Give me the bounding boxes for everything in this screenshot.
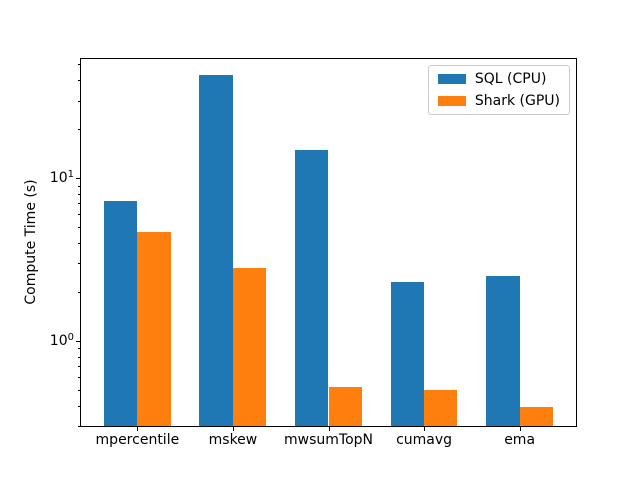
- x-tick-mskew: [232, 426, 234, 431]
- bar-sql-cpu-ema: [486, 276, 520, 426]
- y-tick-major-10e0: [76, 340, 81, 342]
- legend-item-shark-gpu: Shark (GPU): [437, 93, 560, 109]
- y-minor-tick: [78, 64, 81, 66]
- x-tick-cumavg: [424, 426, 426, 431]
- y-minor-tick: [78, 389, 81, 391]
- legend-label-sql-cpu: SQL (CPU): [474, 71, 547, 87]
- bar-shark-gpu-mskew: [232, 268, 267, 426]
- bar-sql-cpu-mwsumtopn: [295, 149, 329, 426]
- x-tick-label-ema: ema: [504, 432, 536, 448]
- legend-swatch-sql-cpu: [437, 74, 466, 84]
- bar-shark-gpu-mpercentile: [137, 231, 171, 426]
- x-tick-label-mwsumtopn: mwsumTopN: [284, 432, 373, 448]
- y-axis-label: Compute Time (s): [23, 179, 39, 305]
- y-minor-tick: [78, 214, 81, 216]
- x-tick-ema: [519, 426, 521, 431]
- y-minor-tick: [78, 242, 81, 244]
- legend: SQL (CPU) Shark (GPU): [427, 65, 570, 115]
- y-minor-tick: [78, 348, 81, 350]
- y-minor-tick: [78, 193, 81, 195]
- legend-label-shark-gpu: Shark (GPU): [474, 93, 560, 109]
- bar-sql-cpu-mskew: [199, 75, 233, 426]
- y-minor-tick: [78, 366, 81, 368]
- x-tick-mpercentile: [137, 426, 139, 431]
- y-minor-tick: [78, 100, 81, 102]
- bar-shark-gpu-mwsumtopn: [328, 387, 362, 426]
- bar-shark-gpu-ema: [519, 407, 554, 426]
- y-minor-tick: [78, 405, 81, 407]
- y-tick-major-10e1: [76, 178, 81, 180]
- y-minor-tick: [78, 129, 81, 131]
- y-minor-tick: [78, 227, 81, 229]
- legend-item-sql-cpu: SQL (CPU): [437, 71, 560, 87]
- x-tick-mwsumtopn: [328, 426, 330, 431]
- y-minor-tick: [78, 356, 81, 358]
- x-tick-label-mskew: mskew: [208, 432, 258, 448]
- y-tick-label-10e0: 100: [49, 331, 74, 349]
- y-minor-tick: [78, 185, 81, 187]
- bar-sql-cpu-cumavg: [390, 282, 425, 426]
- y-minor-tick: [78, 203, 81, 205]
- bar-shark-gpu-cumavg: [424, 389, 458, 426]
- y-minor-tick: [78, 263, 81, 265]
- y-tick-label-10e1: 101: [49, 169, 74, 187]
- y-minor-tick: [78, 377, 81, 378]
- y-minor-tick: [78, 291, 81, 293]
- y-minor-tick: [78, 80, 81, 82]
- bar-sql-cpu-mpercentile: [103, 201, 138, 426]
- plot-area: mpercentile mskew mwsumTopN cumavg ema 100 101: [50, 58, 577, 447]
- x-tick-label-cumavg: cumavg: [396, 432, 453, 448]
- x-tick-label-mpercentile: mpercentile: [95, 432, 180, 448]
- legend-swatch-shark-gpu: [437, 96, 466, 106]
- y-minor-tick: [78, 426, 81, 427]
